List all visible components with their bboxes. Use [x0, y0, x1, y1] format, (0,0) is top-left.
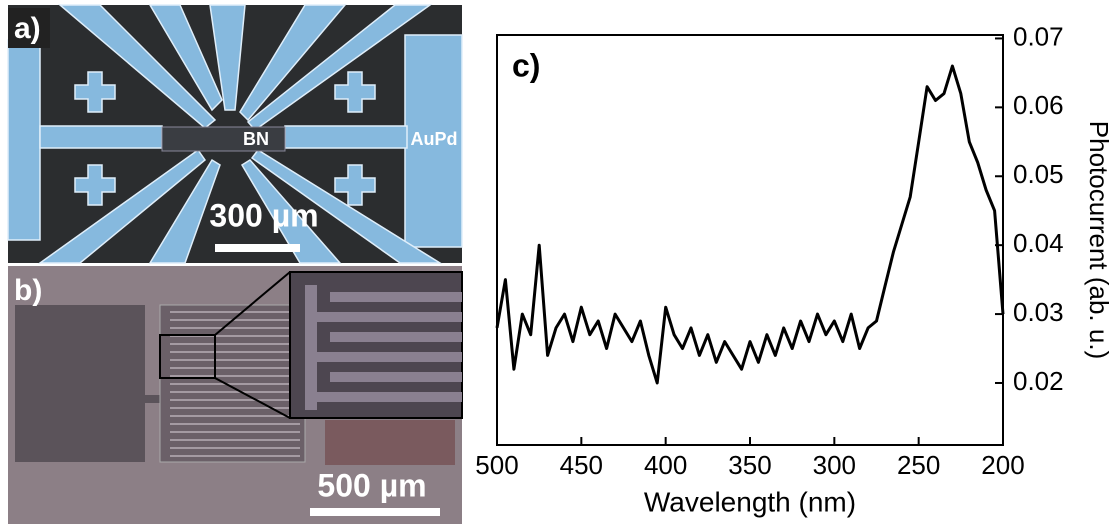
metal-label: AuPd — [411, 129, 458, 149]
fingers — [170, 311, 300, 457]
x-tick-label: 450 — [560, 450, 603, 480]
inset-fingers — [305, 285, 462, 410]
zoom-line — [214, 377, 291, 419]
scale-label-b: 500 µm — [317, 467, 426, 503]
scale-label-a: 300 µm — [209, 197, 318, 233]
electrodes — [7, 4, 463, 264]
scale-bar-b — [310, 508, 440, 516]
x-tick-label: 500 — [475, 450, 518, 480]
x-tick-label: 250 — [897, 450, 940, 480]
panel-label: a) — [14, 12, 41, 45]
panel-a: a) BN AuPd 300 µm — [7, 4, 463, 264]
bn-flake — [161, 126, 286, 152]
x-tick-label: 400 — [644, 450, 687, 480]
bn-label: BN — [243, 129, 269, 149]
pad-right — [325, 420, 455, 465]
zoom-line — [214, 271, 291, 336]
y-tick-label: 0.06 — [1013, 90, 1064, 120]
panel-b: b) 500 µm — [8, 266, 463, 524]
pad-left — [15, 305, 145, 462]
y-axis-title: Photocurrent (ab. u.) — [1084, 121, 1114, 359]
zoom-box — [159, 334, 216, 379]
y-tick-label: 0.07 — [1013, 21, 1064, 51]
y-tick-label: 0.02 — [1013, 366, 1064, 396]
trace — [145, 395, 165, 403]
y-tick-label: 0.04 — [1013, 228, 1064, 258]
x-tick-label: 300 — [813, 450, 856, 480]
x-axis-title: Wavelength (nm) — [644, 486, 856, 517]
panel-label: c) — [512, 47, 540, 83]
label-bg-a — [8, 8, 50, 48]
x-tick-label: 350 — [728, 450, 771, 480]
panel-label: b) — [14, 274, 42, 307]
x-tick-label: 200 — [981, 450, 1024, 480]
y-tick-label: 0.05 — [1013, 159, 1064, 189]
scale-bar-a — [215, 244, 300, 252]
data-line — [495, 64, 1005, 385]
y-tick-label: 0.03 — [1013, 297, 1064, 327]
